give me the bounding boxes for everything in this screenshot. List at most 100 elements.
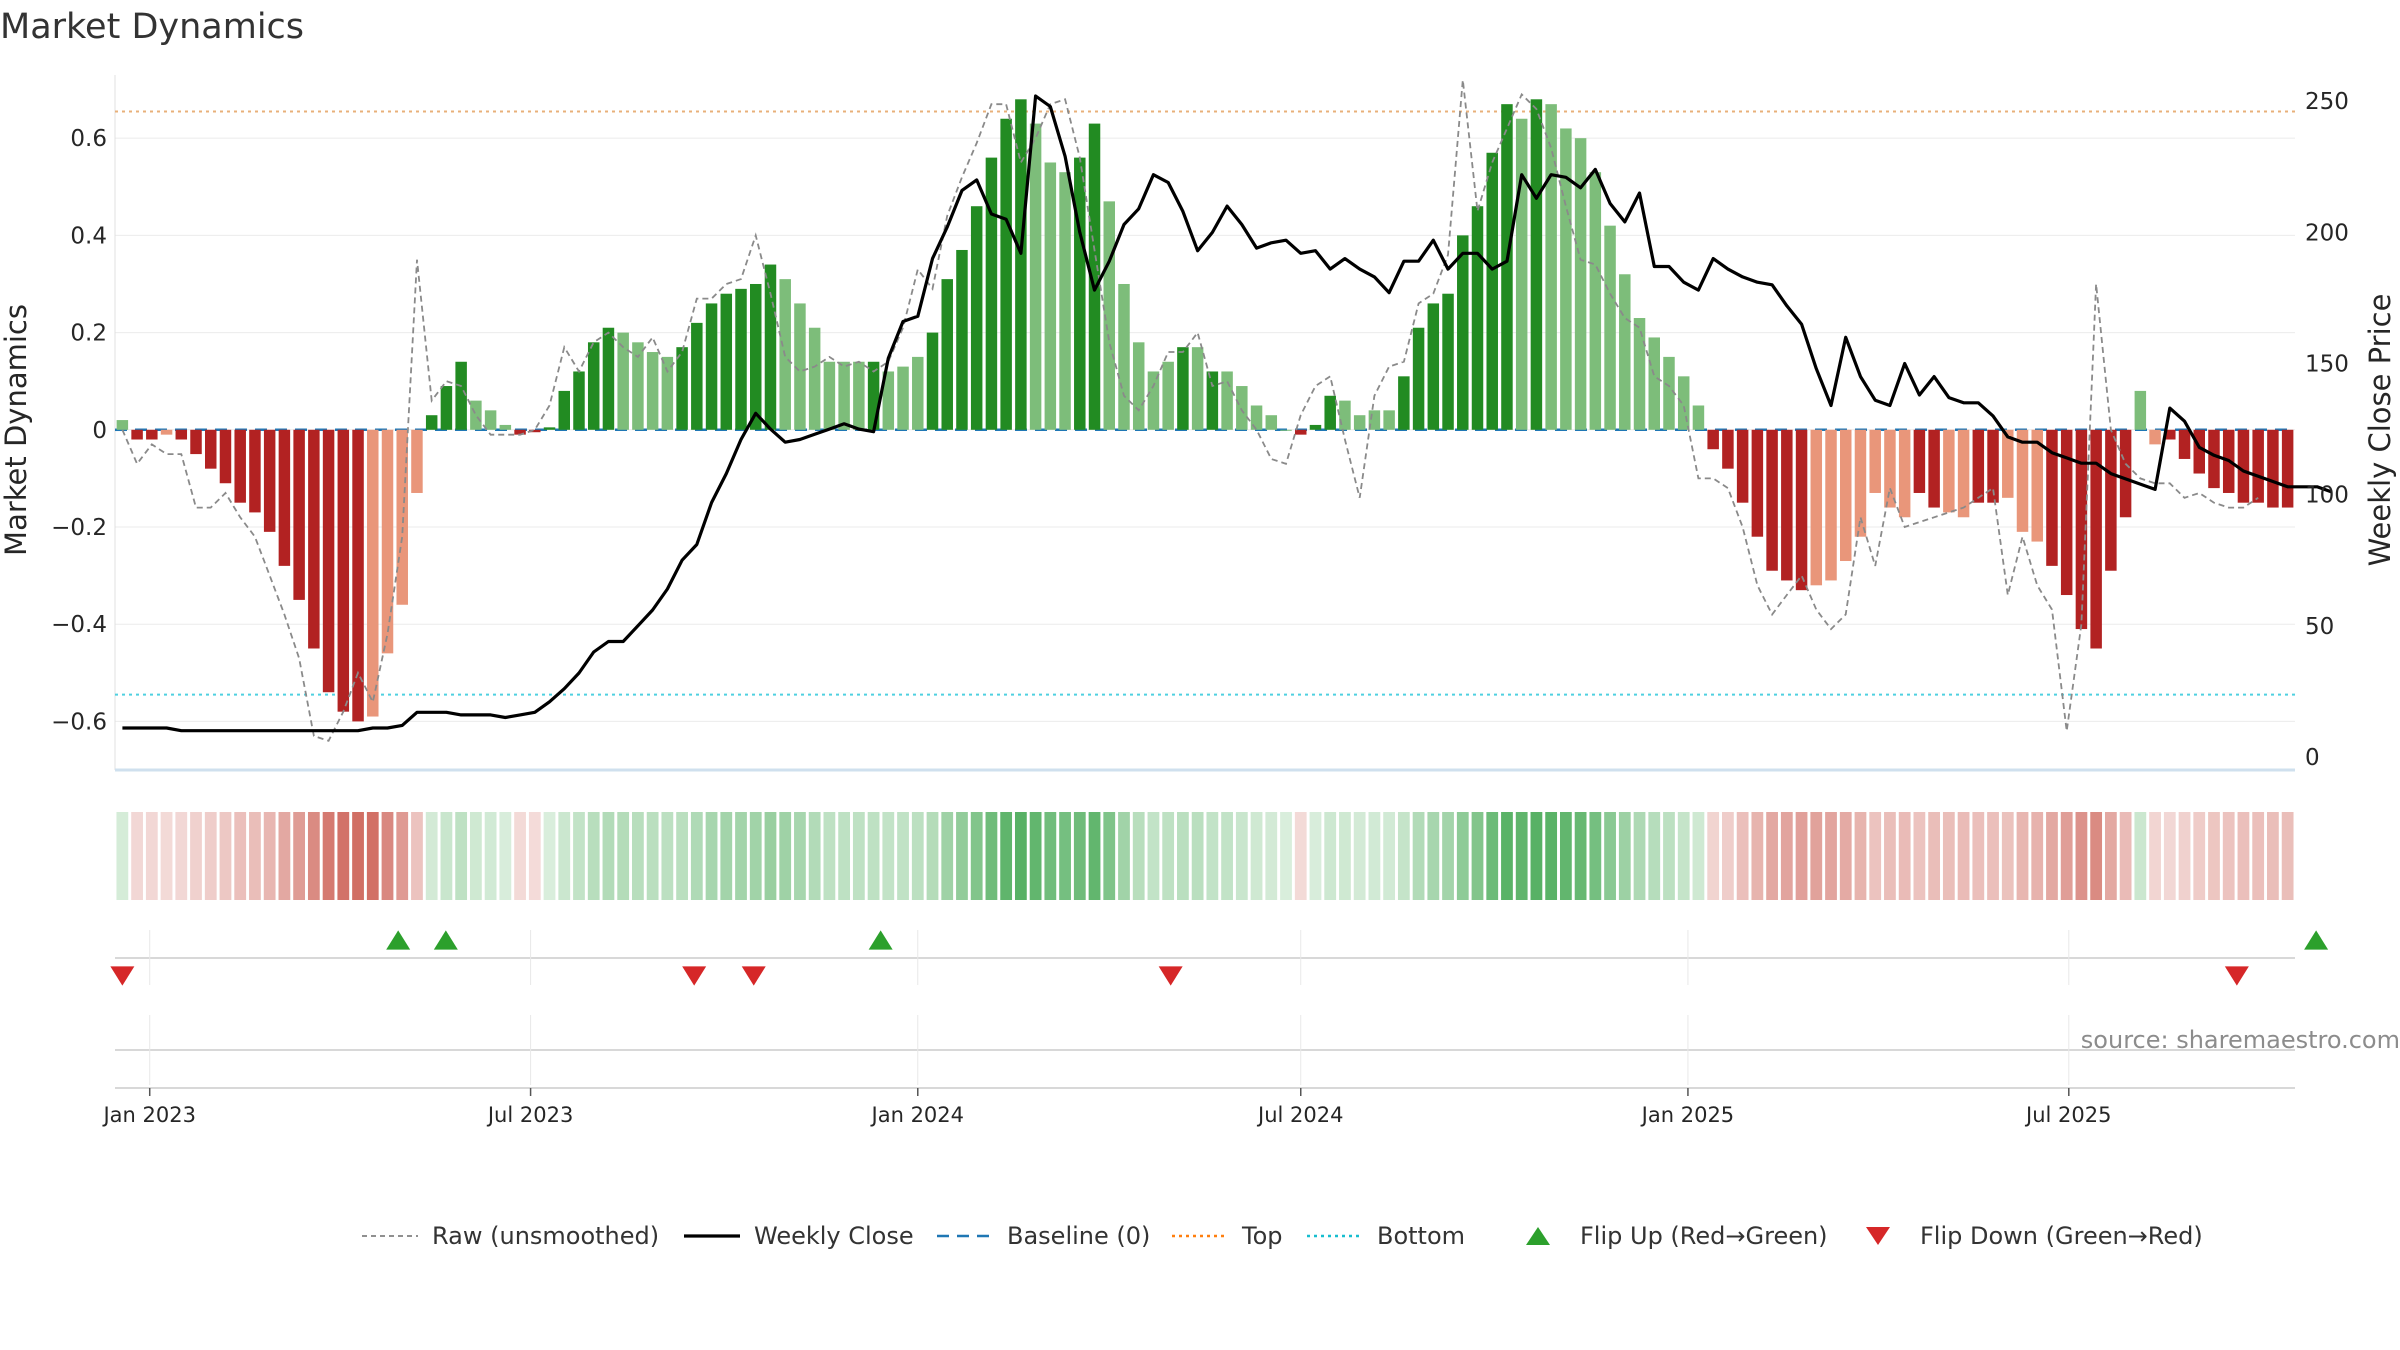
heat-cell-75 bbox=[1221, 812, 1233, 900]
bar-136 bbox=[2119, 429, 2132, 518]
heat-cell-50 bbox=[852, 812, 865, 900]
bar-1 bbox=[131, 429, 143, 440]
flip-up-marker-1 bbox=[433, 930, 458, 950]
bar-32 bbox=[587, 342, 600, 430]
bar-131 bbox=[2046, 429, 2058, 566]
bar-9 bbox=[249, 429, 261, 513]
bar-53 bbox=[897, 366, 909, 430]
bar-84 bbox=[1353, 415, 1366, 430]
heat-cell-100 bbox=[1589, 812, 1602, 900]
bar-20 bbox=[411, 429, 423, 493]
heat-cell-34 bbox=[617, 812, 630, 900]
heat-cell-48 bbox=[823, 812, 836, 900]
legend-item-bottom: Bottom bbox=[1307, 1222, 1465, 1250]
bar-132 bbox=[2060, 429, 2073, 596]
heat-cell-127 bbox=[1987, 812, 1999, 900]
heat-cell-133 bbox=[2075, 812, 2088, 900]
heat-cell-37 bbox=[661, 812, 674, 900]
bar-112 bbox=[1766, 429, 1778, 571]
heat-cell-63 bbox=[1044, 812, 1057, 900]
heat-cell-29 bbox=[543, 812, 556, 900]
heat-cell-112 bbox=[1766, 812, 1778, 900]
heat-cell-94 bbox=[1501, 812, 1513, 900]
heat-cell-88 bbox=[1412, 812, 1425, 900]
heat-cell-16 bbox=[352, 812, 364, 900]
heat-cell-44 bbox=[764, 812, 777, 900]
bar-96 bbox=[1530, 99, 1543, 430]
heat-cell-54 bbox=[911, 812, 924, 900]
legend-label-close: Weekly Close bbox=[754, 1222, 914, 1250]
bar-34 bbox=[617, 332, 629, 430]
bar-50 bbox=[853, 361, 865, 430]
heat-cell-33 bbox=[602, 812, 615, 900]
heat-cell-31 bbox=[573, 812, 585, 900]
heat-cell-117 bbox=[1839, 812, 1852, 900]
bar-37 bbox=[661, 356, 674, 430]
bar-43 bbox=[750, 283, 762, 430]
heat-cell-53 bbox=[897, 812, 909, 900]
bar-17 bbox=[367, 429, 379, 717]
heat-cell-134 bbox=[2090, 812, 2103, 900]
heat-cell-14 bbox=[322, 812, 335, 900]
bar-146 bbox=[2267, 429, 2279, 508]
heat-cell-7 bbox=[219, 812, 232, 900]
bar-52 bbox=[882, 371, 895, 430]
bar-13 bbox=[308, 429, 320, 649]
heat-cell-142 bbox=[2208, 812, 2220, 900]
heat-cell-106 bbox=[1677, 812, 1690, 900]
heat-cell-49 bbox=[838, 812, 851, 900]
heat-cell-102 bbox=[1618, 812, 1631, 900]
heat-cell-17 bbox=[366, 812, 379, 900]
heat-cell-76 bbox=[1235, 812, 1248, 900]
bar-79 bbox=[1280, 429, 1292, 431]
legend-label-bottom: Bottom bbox=[1377, 1222, 1465, 1250]
bar-10 bbox=[263, 429, 276, 532]
date-tick-1: Jul 2023 bbox=[486, 1103, 573, 1127]
weekly-close-line bbox=[122, 94, 2333, 733]
bar-60 bbox=[1000, 118, 1012, 430]
y2-tick-4: 50 bbox=[2305, 614, 2334, 640]
heat-cell-135 bbox=[2104, 812, 2117, 900]
bar-30 bbox=[558, 390, 570, 430]
raw-series bbox=[121, 79, 2259, 742]
heat-cell-108 bbox=[1707, 812, 1720, 900]
bar-6 bbox=[205, 429, 217, 469]
bar-76 bbox=[1236, 386, 1248, 430]
heat-cell-143 bbox=[2222, 812, 2235, 900]
bar-81 bbox=[1309, 424, 1322, 430]
heat-cell-107 bbox=[1692, 812, 1705, 900]
heat-cell-126 bbox=[1972, 812, 1985, 900]
heat-cell-12 bbox=[293, 812, 306, 900]
heat-cell-6 bbox=[204, 812, 217, 900]
bar-40 bbox=[705, 303, 718, 430]
bar-31 bbox=[573, 371, 585, 430]
left-axis-label: Market Dynamics bbox=[0, 304, 33, 556]
heat-cell-96 bbox=[1530, 812, 1543, 900]
legend-label-flip_up: Flip Up (Red→Green) bbox=[1580, 1222, 1828, 1250]
regime-heat-strip bbox=[116, 812, 2294, 900]
y2-tick-0: 250 bbox=[2305, 89, 2349, 115]
heat-cell-19 bbox=[396, 812, 409, 900]
bar-49 bbox=[838, 361, 850, 430]
flip-down-marker-4 bbox=[2224, 966, 2249, 986]
bar-145 bbox=[2252, 429, 2264, 503]
bar-103 bbox=[1633, 318, 1646, 430]
heat-cell-52 bbox=[882, 812, 895, 900]
bar-38 bbox=[676, 347, 688, 430]
date-tick-4: Jan 2025 bbox=[1640, 1103, 1735, 1127]
momentum-bars bbox=[116, 99, 2294, 722]
heat-cell-32 bbox=[587, 812, 600, 900]
y-tick-6: −0.6 bbox=[51, 709, 107, 735]
heat-cell-99 bbox=[1574, 812, 1587, 900]
heat-cell-90 bbox=[1442, 812, 1454, 900]
bar-54 bbox=[912, 356, 924, 430]
heat-cell-131 bbox=[2046, 812, 2058, 900]
bar-91 bbox=[1457, 235, 1469, 430]
heat-cell-91 bbox=[1456, 812, 1469, 900]
heat-cell-129 bbox=[2016, 812, 2029, 900]
date-axis-panel: Jan 2023 Jul 2023 Jan 2024 Jul 2024 Jan 2025… bbox=[101, 1015, 2295, 1127]
bar-57 bbox=[956, 249, 968, 430]
heat-cell-74 bbox=[1206, 812, 1219, 900]
heat-cell-21 bbox=[425, 812, 438, 900]
